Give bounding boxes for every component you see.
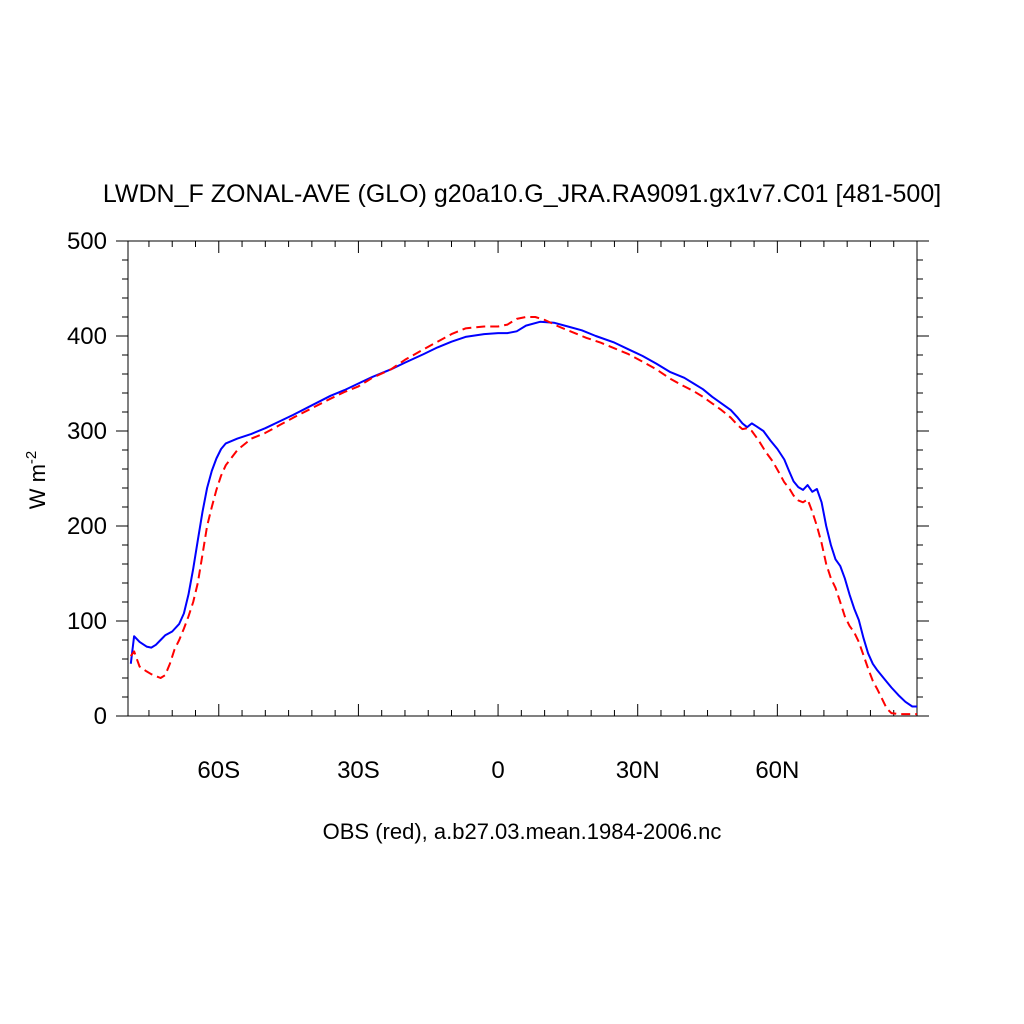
y-tick-label-5: 500 (67, 228, 107, 255)
y-axis-label-base: W m (25, 464, 50, 509)
y-axis-label: W m-2 (23, 451, 50, 510)
y-tick-labels: 0 100 200 300 400 500 (67, 228, 107, 730)
x-tick-label-0: 60S (197, 757, 240, 784)
x-tick-label-2: 0 (491, 757, 504, 784)
series-layer (129, 316, 917, 716)
series-line-0 (129, 320, 917, 708)
y-tick-label-3: 300 (67, 418, 107, 445)
x-tick-label-4: 60N (755, 757, 799, 784)
x-tick-label-1: 30S (337, 757, 380, 784)
x-tick-labels: 60S 30S 0 30N 60N (197, 757, 799, 784)
plot-area (116, 240, 929, 717)
series-line-1 (129, 316, 917, 716)
x-tick-label-3: 30N (616, 757, 660, 784)
x-axis-label: OBS (red), a.b27.03.mean.1984-2006.nc (323, 819, 722, 844)
plot-frame (127, 240, 918, 717)
y-tick-label-4: 400 (67, 323, 107, 350)
axis-ticks (116, 240, 929, 717)
y-tick-label-0: 0 (94, 703, 107, 730)
y-tick-label-1: 100 (67, 608, 107, 635)
y-tick-label-2: 200 (67, 513, 107, 540)
chart-title: LWDN_F ZONAL-AVE (GLO) g20a10.G_JRA.RA90… (103, 180, 941, 208)
y-axis-label-exponent: -2 (23, 451, 40, 464)
